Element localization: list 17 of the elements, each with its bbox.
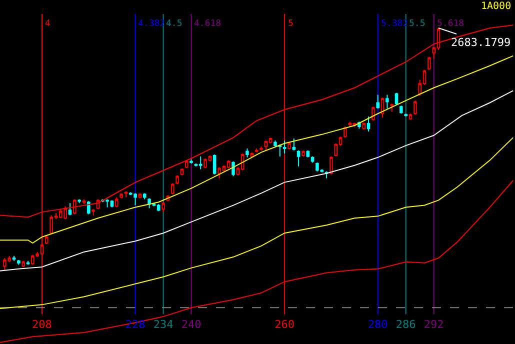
x-tick-label: 234 (153, 318, 174, 331)
annotation: 4.618 (194, 19, 222, 29)
annotation: 4.5 (166, 19, 182, 29)
annotation: 5.5 (409, 19, 426, 29)
annotation: 4 (45, 19, 50, 29)
annotation: 4.382 (138, 19, 166, 29)
x-tick-label: 260 (274, 318, 294, 331)
text: 1A000 (481, 1, 512, 12)
annotation: 5.618 (437, 19, 464, 29)
x-tick-label: 280 (368, 318, 388, 331)
annotation: 5 (288, 19, 294, 29)
annotation: 5.382 (381, 19, 408, 29)
x-tick-label: 286 (396, 318, 416, 331)
x-tick-label: 240 (181, 318, 202, 331)
x-tick-label: 208 (32, 318, 52, 331)
x-tick-label: 292 (424, 318, 444, 331)
annotation: 2683.1799 (451, 36, 511, 49)
